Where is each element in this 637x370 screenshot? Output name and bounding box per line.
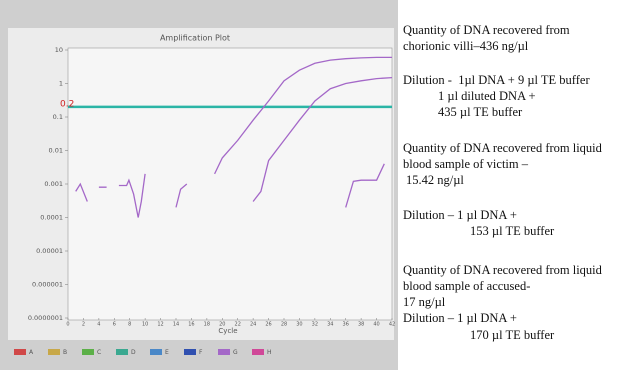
legend-swatch <box>14 349 26 355</box>
x-tick-label: 2 <box>82 322 85 328</box>
chart: Amplification Plot Cycle 10 1 0.1 0.01 0.001… <box>0 0 398 370</box>
y-tick-label: 0.1 <box>53 113 63 121</box>
threshold-label: 0.2 <box>60 99 74 109</box>
page: Amplification Plot Cycle 10 1 0.1 0.01 0.001… <box>0 0 637 370</box>
y-tick-label: 0.001 <box>44 180 63 188</box>
legend-label: H <box>267 349 272 356</box>
x-tick-label: 20 <box>219 322 225 328</box>
note: 153 µl TE buffer <box>470 223 554 239</box>
x-tick-label: 24 <box>250 322 256 328</box>
y-tick-label: 0.0000001 <box>28 314 63 322</box>
x-tick-label: 30 <box>296 322 302 328</box>
legend-swatch <box>116 349 128 355</box>
x-tick-label: 16 <box>188 322 194 328</box>
y-tick-label: 0.000001 <box>32 281 63 289</box>
x-tick-label: 12 <box>157 322 163 328</box>
x-tick-label: 36 <box>343 322 349 328</box>
note: Quantity of DNA recovered from liquid <box>403 262 602 278</box>
y-tick-label: 1 <box>59 80 63 88</box>
x-tick-label: 32 <box>312 322 318 328</box>
y-tick-label: 10 <box>55 46 63 54</box>
x-tick-label: 6 <box>113 322 116 328</box>
note: chorionic villi–436 ng/µl <box>403 38 528 54</box>
note: Dilution - 1µl DNA + 9 µl TE buffer <box>403 72 590 88</box>
note: 1 µl diluted DNA + <box>438 88 536 104</box>
note: blood sample of victim – <box>403 156 528 172</box>
x-tick-label: 8 <box>128 322 131 328</box>
legend-swatch <box>252 349 264 355</box>
legend-swatch <box>150 349 162 355</box>
x-tick-label: 28 <box>281 322 287 328</box>
legend-label: E <box>165 349 169 356</box>
x-tick-label: 42 <box>389 322 395 328</box>
note: 435 µl TE buffer <box>438 104 522 120</box>
chart-title: Amplification Plot <box>160 34 230 43</box>
note: Dilution – 1 µl DNA + <box>403 207 517 223</box>
note: 170 µl TE buffer <box>470 327 554 343</box>
x-tick-label: 4 <box>97 322 100 328</box>
x-tick-label: 34 <box>327 322 333 328</box>
legend-label: F <box>199 349 203 356</box>
plot-area <box>68 48 392 320</box>
x-tick-label: 0 <box>66 322 69 328</box>
note: 17 ng/µl <box>403 294 445 310</box>
note: blood sample of accused- <box>403 278 530 294</box>
legend-label: D <box>131 349 136 356</box>
legend-label: B <box>63 349 67 356</box>
note: Quantity of DNA recovered from liquid <box>403 140 602 156</box>
note: 15.42 ng/µl <box>406 172 464 188</box>
legend-label: G <box>233 349 238 356</box>
x-tick-label: 38 <box>358 322 364 328</box>
x-axis-label: Cycle <box>218 327 237 335</box>
note: Dilution – 1 µl DNA + <box>403 310 517 326</box>
note: Quantity of DNA recovered from <box>403 22 570 38</box>
x-tick-label: 40 <box>373 322 379 328</box>
legend-label: C <box>97 349 101 356</box>
x-tick-label: 26 <box>265 322 271 328</box>
x-tick-label: 14 <box>173 322 179 328</box>
legend-swatch <box>48 349 60 355</box>
y-tick-label: 0.01 <box>49 147 63 155</box>
legend-swatch <box>184 349 196 355</box>
x-tick-label: 22 <box>235 322 241 328</box>
y-tick-label: 0.0001 <box>40 214 63 222</box>
legend-swatch <box>218 349 230 355</box>
y-tick-label: 0.00001 <box>36 247 63 255</box>
legend-swatch <box>82 349 94 355</box>
x-tick-label: 10 <box>142 322 148 328</box>
x-tick-label: 18 <box>204 322 210 328</box>
